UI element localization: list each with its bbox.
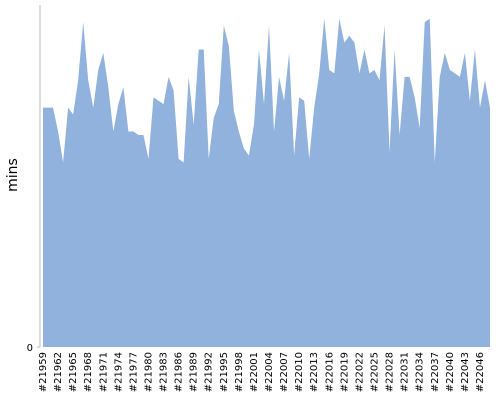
x-tick-label: #22043 [460, 352, 471, 392]
x-tick-label: #21992 [204, 352, 215, 392]
x-tick-label: #21971 [98, 352, 109, 392]
area [43, 18, 490, 348]
x-tick-label: #21965 [68, 352, 79, 392]
x-tick-label: #21983 [159, 352, 170, 392]
x-tick-label: #22034 [415, 352, 426, 392]
x-tick-label: #22001 [249, 352, 260, 392]
x-tick-label: #21995 [219, 352, 230, 392]
x-tick-label: #21959 [38, 352, 49, 392]
x-tick-label: #22004 [264, 352, 275, 392]
x-tick-label: #22019 [339, 352, 350, 392]
x-tick-label: #22013 [309, 352, 320, 392]
x-tick-label: #21974 [113, 352, 124, 392]
y-axis-label: mins [5, 158, 21, 192]
y-tick-label: 0 [27, 343, 33, 354]
x-tick-label: #22031 [400, 352, 411, 392]
x-tick-label: #22007 [279, 352, 290, 392]
x-tick-label: #22040 [445, 352, 456, 392]
x-tick-label: #21962 [53, 352, 64, 392]
x-tick-label: #21968 [83, 352, 94, 392]
x-tick-label: #21980 [143, 352, 154, 392]
x-tick-label: #22046 [475, 352, 486, 392]
x-tick-label: #22022 [354, 352, 365, 392]
x-tick-label: #21998 [234, 352, 245, 392]
x-tick-label: #22028 [385, 352, 396, 392]
x-tick-label: #21977 [128, 352, 139, 392]
x-tick-label: #22016 [324, 352, 335, 392]
x-tick-label: #21989 [189, 352, 200, 392]
x-tick-label: #22010 [294, 352, 305, 392]
x-tick-label: #22025 [369, 352, 380, 392]
x-tick-label: #22037 [430, 352, 441, 392]
x-tick-label: #21986 [174, 352, 185, 392]
